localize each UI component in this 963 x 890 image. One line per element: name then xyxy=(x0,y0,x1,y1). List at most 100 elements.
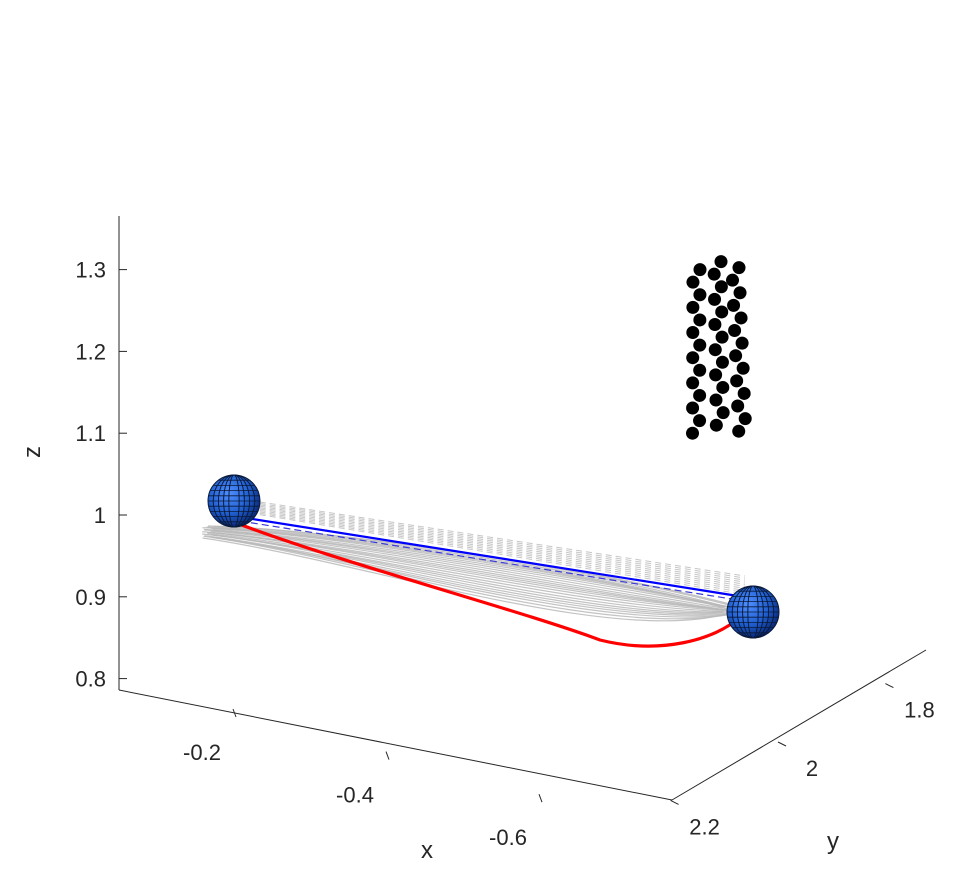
sample-trajectory-dashed xyxy=(239,502,746,583)
obstacle-point xyxy=(707,267,721,281)
obstacle-point xyxy=(709,368,723,382)
y-axis-line xyxy=(671,649,927,801)
obstacle-point xyxy=(709,393,723,407)
sample-trajectory-dashed xyxy=(239,499,746,579)
obstacle-point xyxy=(716,406,730,420)
obstacle-point xyxy=(738,412,752,426)
sample-trajectory-dashed xyxy=(239,504,746,585)
sample-trajectory-line xyxy=(202,537,726,622)
optimal-trajectory xyxy=(225,517,742,648)
obstacle-point xyxy=(693,363,707,377)
sample-trajectory-dashed xyxy=(239,508,746,591)
obstacle-point xyxy=(686,300,700,314)
sample-trajectory-dashed xyxy=(239,498,746,577)
obstacle-point xyxy=(728,324,742,338)
obstacle-point xyxy=(729,349,743,363)
x-tick-label: -0.2 xyxy=(183,740,221,765)
obstacle-point xyxy=(693,263,707,277)
obstacle-point xyxy=(686,426,700,440)
obstacle-point xyxy=(726,273,740,287)
sample-trajectory-line xyxy=(210,530,723,611)
obstacle-point xyxy=(686,275,700,289)
obstacle-point xyxy=(708,292,722,306)
sample-trajectory-line xyxy=(203,528,738,609)
z-axis-label: z xyxy=(19,446,46,458)
optimal-trajectory-line xyxy=(225,517,742,648)
sample-trajectory-line xyxy=(213,532,737,612)
obstacle-point xyxy=(715,330,729,344)
sample-trajectory-dashed xyxy=(239,509,746,594)
obstacle-point xyxy=(715,305,729,319)
obstacle-point-cloud xyxy=(686,255,752,440)
obstacle-point xyxy=(727,298,741,312)
sample-trajectory-line xyxy=(213,534,723,614)
y-tick-label: 1.8 xyxy=(904,698,935,723)
obstacle-point xyxy=(730,374,744,388)
obstacle-point xyxy=(732,261,746,275)
axis-labels: x y z xyxy=(19,446,839,864)
z-tick-label: 1.3 xyxy=(75,258,106,283)
obstacle-point xyxy=(734,311,748,325)
sample-trajectory-line xyxy=(210,533,724,613)
y-axis-label: y xyxy=(827,828,839,855)
obstacle-point xyxy=(686,376,700,390)
y-tick-label: 2.2 xyxy=(689,814,720,839)
z-tick-label: 1.2 xyxy=(75,339,106,364)
obstacle-point xyxy=(686,351,700,365)
obstacle-point xyxy=(714,280,728,294)
obstacle-point xyxy=(715,355,729,369)
x-axis-line xyxy=(118,689,673,801)
obstacle-point xyxy=(737,386,751,400)
sample-trajectory-line xyxy=(211,536,734,620)
y-tick-mark xyxy=(777,741,787,747)
sample-trajectory-line xyxy=(212,536,739,618)
obstacle-point xyxy=(714,255,728,269)
x-tick-label: -0.4 xyxy=(336,783,374,808)
obstacle-point xyxy=(735,336,749,350)
z-tick-label: 1 xyxy=(94,503,106,528)
z-tick-label: 0.8 xyxy=(75,667,106,692)
reference-trajectory-dashed xyxy=(239,520,739,601)
sphere-longitude xyxy=(731,585,775,639)
sphere-longitude xyxy=(212,474,256,528)
sample-trajectories xyxy=(202,498,746,622)
x-tick-mark xyxy=(385,751,390,760)
obstacle-point xyxy=(693,288,707,302)
sphere-markers xyxy=(207,474,780,639)
x-axis-label: x xyxy=(421,837,433,864)
obstacle-point xyxy=(732,424,746,438)
obstacle-point xyxy=(693,388,707,402)
sample-trajectory-dashed xyxy=(239,510,746,596)
obstacle-point xyxy=(693,313,707,327)
axes xyxy=(118,216,927,805)
x-tick-label: -0.6 xyxy=(489,825,527,850)
y-tick-mark xyxy=(885,683,894,689)
sample-trajectory-dashed xyxy=(239,501,746,581)
tick-labels: 0.8 0.9 1 1.1 1.2 1.3 -0.2 -0.4 -0.6 1.8 2 2.2 xyxy=(75,258,934,851)
x-tick-mark xyxy=(232,708,237,718)
obstacle-point xyxy=(693,414,707,428)
reference-trajectory-line xyxy=(239,515,739,598)
obstacle-point xyxy=(686,326,700,340)
obstacle-point xyxy=(708,318,722,332)
x-tick-mark xyxy=(538,794,543,803)
sample-trajectory-line xyxy=(207,532,738,612)
obstacle-point xyxy=(736,361,750,375)
obstacle-point xyxy=(733,286,747,300)
sample-trajectory-line xyxy=(213,529,729,610)
sample-trajectory-dashed xyxy=(239,506,746,589)
obstacle-point xyxy=(693,338,707,352)
reference-trajectory xyxy=(239,515,739,601)
y-tick-label: 2 xyxy=(806,756,818,781)
obstacle-point xyxy=(709,418,723,432)
obstacle-point xyxy=(731,399,745,413)
z-tick-label: 0.9 xyxy=(75,585,106,610)
z-tick-label: 1.1 xyxy=(75,421,106,446)
obstacle-point xyxy=(686,401,700,415)
obstacle-point xyxy=(708,343,722,357)
sample-trajectory-line xyxy=(204,535,728,615)
y-tick-mark xyxy=(670,799,679,805)
obstacle-point xyxy=(716,380,730,394)
sample-trajectory-dashed xyxy=(239,505,746,587)
